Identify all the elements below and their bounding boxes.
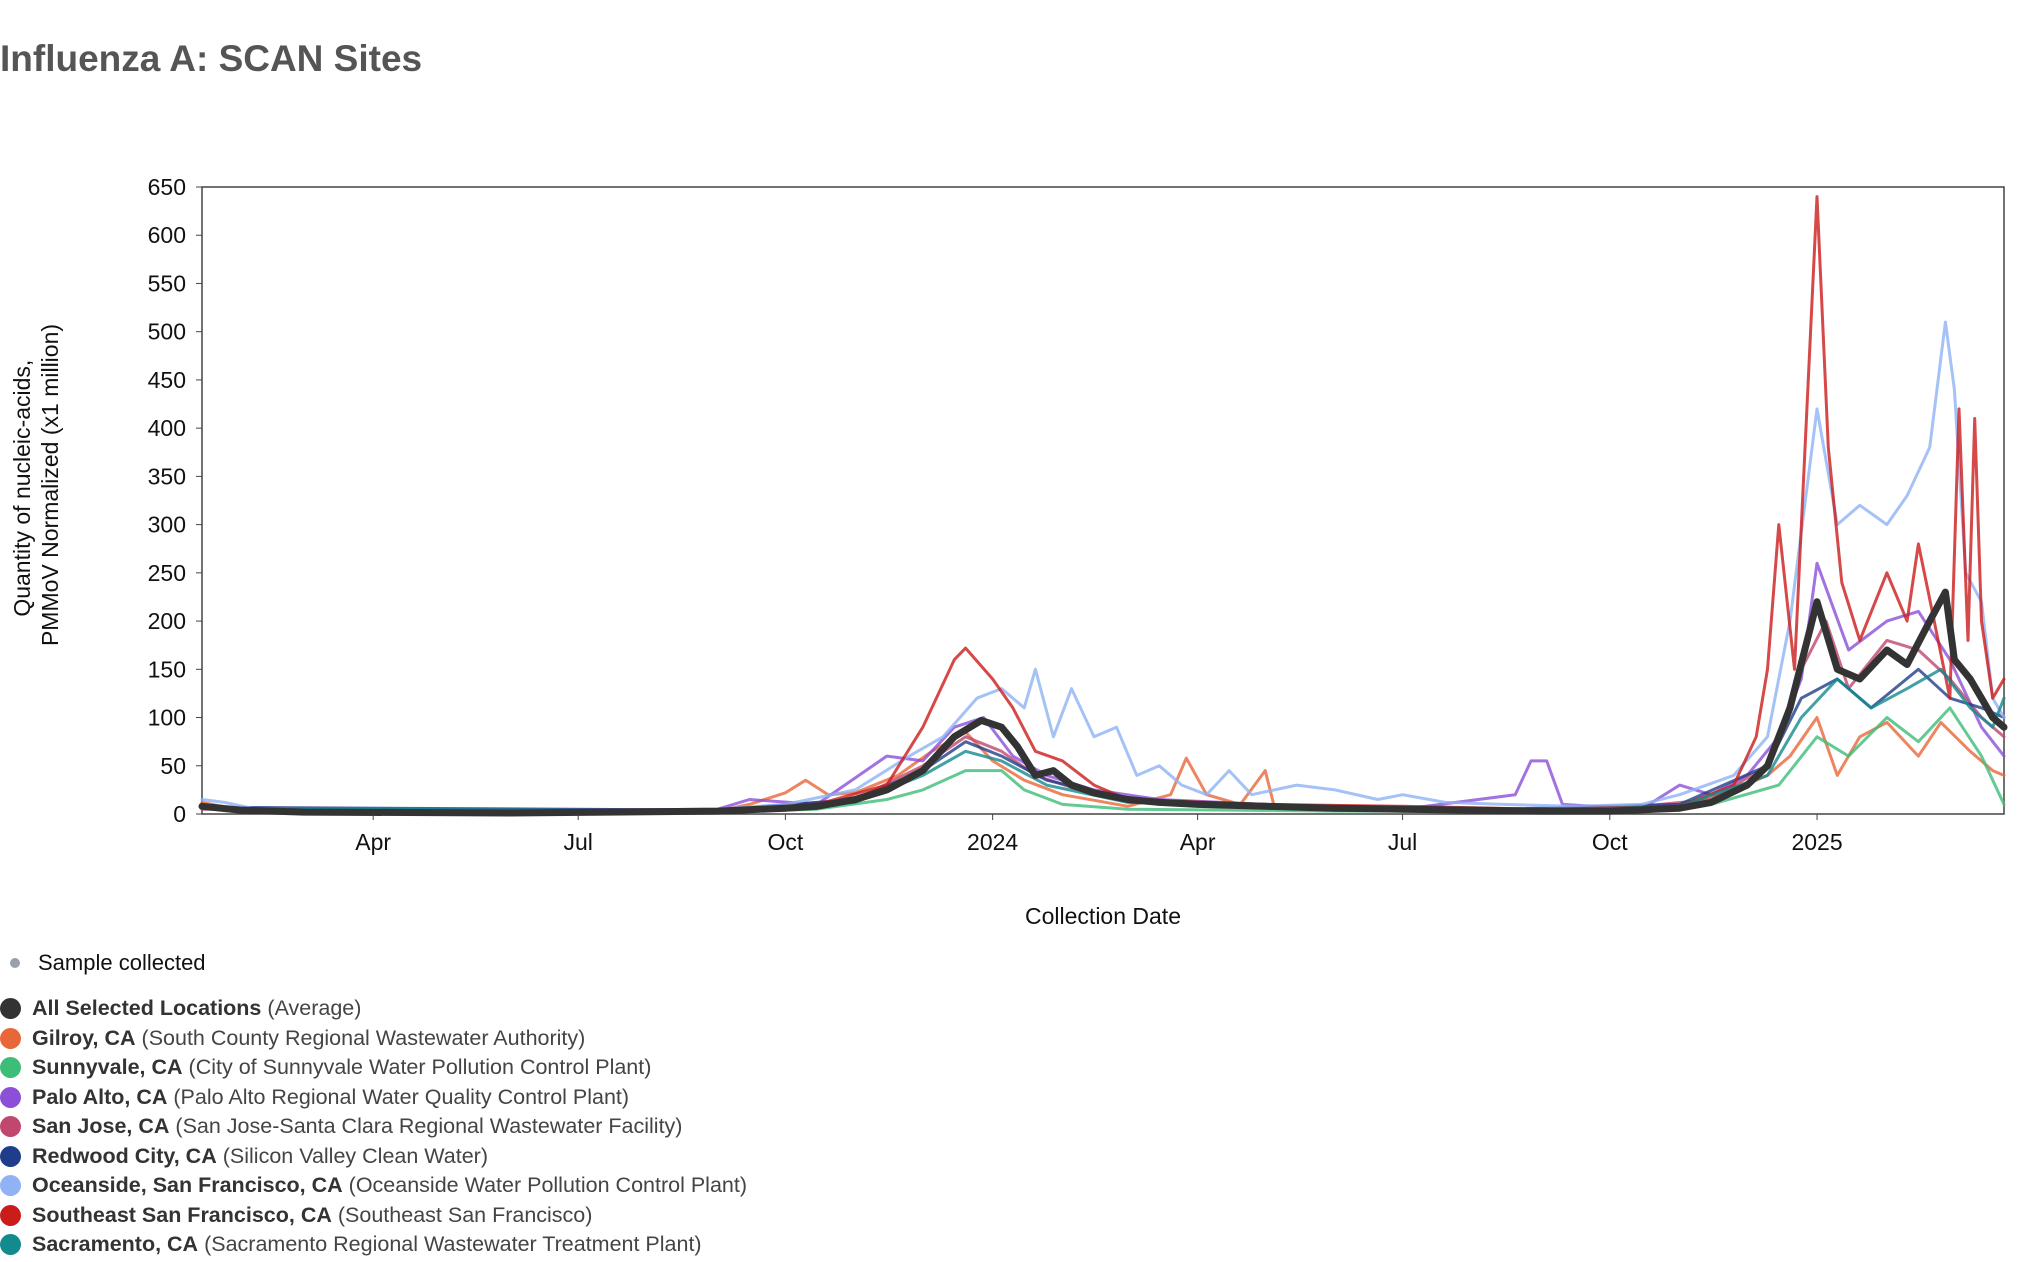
legend-swatch-icon bbox=[0, 1234, 21, 1256]
series-layer bbox=[198, 195, 2008, 817]
y-tick-label: 300 bbox=[148, 512, 186, 538]
y-tick-label: 550 bbox=[148, 270, 186, 296]
y-tick-label: 400 bbox=[148, 415, 186, 441]
y-tick-label: 450 bbox=[148, 367, 186, 393]
legend-item-0[interactable]: All Selected Locations (Average) bbox=[0, 994, 747, 1024]
series-legend: All Selected Locations (Average) Gilroy, C… bbox=[0, 994, 747, 1260]
legend-swatch-icon bbox=[0, 1145, 21, 1167]
x-tick-label: 2025 bbox=[1791, 829, 1842, 855]
marker-legend: Sample collected bbox=[10, 950, 206, 976]
series-line-8[interactable] bbox=[198, 588, 2008, 817]
legend-item-8[interactable]: Sacramento, CA (Sacramento Regional Waste… bbox=[0, 1230, 747, 1260]
x-axis: Apr Jul Oct 2024 Apr Jul Oct 2025 bbox=[355, 814, 1843, 855]
x-axis-title: Collection Date bbox=[1025, 903, 1181, 929]
x-tick-label: Apr bbox=[355, 829, 391, 855]
y-tick-label: 500 bbox=[148, 319, 186, 345]
chart-title: Influenza A: SCAN Sites bbox=[0, 38, 423, 79]
series-line-6[interactable] bbox=[200, 195, 2006, 813]
y-tick-label: 650 bbox=[148, 174, 186, 200]
legend-site-name: Southeast San Francisco, CA bbox=[32, 1202, 332, 1227]
legend-facility-name: (Sacramento Regional Wastewater Treatmen… bbox=[204, 1232, 702, 1257]
legend-facility-name: (San Jose-Santa Clara Regional Wastewate… bbox=[175, 1114, 683, 1139]
y-tick-label: 100 bbox=[148, 705, 186, 731]
legend-item-7[interactable]: Southeast San Francisco, CA (Southeast Sa… bbox=[0, 1201, 747, 1231]
legend-facility-name: (Average) bbox=[267, 996, 362, 1021]
y-axis: 0 50 100 150 200 250 300 350 400 450 500 550 600 650 bbox=[148, 174, 202, 827]
legend-facility-name: (Silicon Valley Clean Water) bbox=[222, 1143, 488, 1168]
x-tick-label: Oct bbox=[768, 829, 804, 855]
legend-item-6[interactable]: Oceanside, San Francisco, CA (Oceanside W… bbox=[0, 1171, 747, 1201]
y-tick-label: 600 bbox=[148, 222, 186, 248]
y-tick-label: 150 bbox=[148, 656, 186, 682]
y-tick-label: 50 bbox=[160, 753, 186, 779]
y-tick-label: 250 bbox=[148, 560, 186, 586]
legend-swatch-icon bbox=[0, 1116, 21, 1138]
legend-site-name: Sacramento, CA bbox=[32, 1232, 199, 1257]
sample-marker-icon bbox=[10, 958, 20, 968]
legend-facility-name: (South County Regional Wastewater Author… bbox=[141, 1025, 586, 1050]
legend-swatch-icon bbox=[0, 1086, 21, 1108]
legend-item-1[interactable]: Gilroy, CA (South County Regional Wastewa… bbox=[0, 1024, 747, 1054]
legend-facility-name: (City of Sunnyvale Water Pollution Contr… bbox=[188, 1055, 652, 1080]
legend-item-3[interactable]: Palo Alto, CA (Palo Alto Regional Water Q… bbox=[0, 1083, 747, 1113]
legend-item-2[interactable]: Sunnyvale, CA (City of Sunnyvale Water Po… bbox=[0, 1053, 747, 1083]
legend-site-name: All Selected Locations bbox=[32, 996, 262, 1021]
legend-swatch-icon bbox=[0, 1175, 21, 1197]
legend-site-name: Palo Alto, CA bbox=[32, 1084, 168, 1109]
legend-swatch-icon bbox=[0, 1057, 21, 1079]
legend-site-name: San Jose, CA bbox=[32, 1114, 170, 1139]
x-tick-label: Jul bbox=[1388, 829, 1417, 855]
y-tick-label: 350 bbox=[148, 463, 186, 489]
legend-swatch-icon bbox=[0, 1027, 21, 1049]
x-tick-label: Apr bbox=[1180, 829, 1216, 855]
marker-legend-label: Sample collected bbox=[38, 950, 206, 975]
legend-item-5[interactable]: Redwood City, CA (Silicon Valley Clean Wa… bbox=[0, 1142, 747, 1172]
y-tick-label: 0 bbox=[173, 801, 186, 827]
x-tick-label: 2024 bbox=[967, 829, 1018, 855]
plot-frame bbox=[201, 186, 2005, 815]
legend-site-name: Gilroy, CA bbox=[32, 1025, 136, 1050]
legend-site-name: Oceanside, San Francisco, CA bbox=[32, 1173, 343, 1198]
y-tick-label: 200 bbox=[148, 608, 186, 634]
legend-swatch-icon bbox=[0, 1204, 21, 1226]
legend-facility-name: (Oceanside Water Pollution Control Plant… bbox=[348, 1173, 747, 1198]
legend-facility-name: (Palo Alto Regional Water Quality Contro… bbox=[173, 1084, 630, 1109]
legend-site-name: Sunnyvale, CA bbox=[32, 1055, 183, 1080]
series-line-1[interactable] bbox=[200, 706, 2006, 814]
y-axis-title-line-1: Quantity of nucleic-acids, bbox=[9, 360, 35, 617]
legend-facility-name: (Southeast San Francisco) bbox=[337, 1202, 593, 1227]
x-tick-label: Oct bbox=[1592, 829, 1628, 855]
legend-site-name: Redwood City, CA bbox=[32, 1143, 217, 1168]
legend-swatch-icon bbox=[0, 998, 21, 1020]
series-line-2[interactable] bbox=[200, 561, 2006, 814]
line-chart[interactable]: 050100150200250300350400450500550600650 … bbox=[0, 0, 2022, 950]
y-axis-title-line-2: PMMoV Normalized (x1 million) bbox=[37, 324, 63, 646]
x-tick-label: Jul bbox=[563, 829, 592, 855]
y-axis-title: Quantity of nucleic-acids, PMMoV Normali… bbox=[9, 324, 63, 646]
legend-item-4[interactable]: San Jose, CA (San Jose-Santa Clara Region… bbox=[0, 1112, 747, 1142]
